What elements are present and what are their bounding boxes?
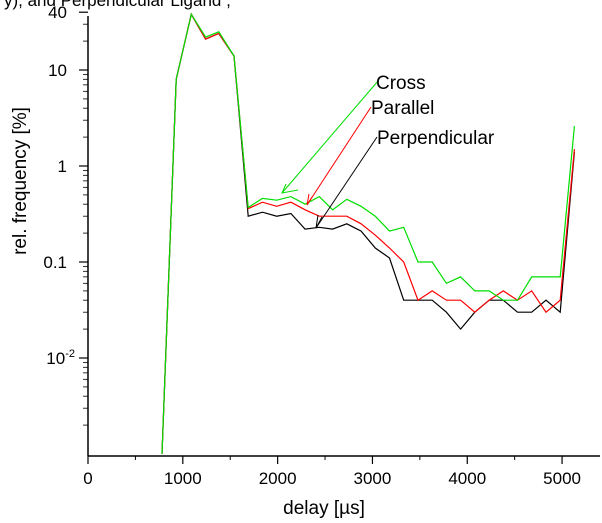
y-tick-label: 40 bbox=[48, 3, 67, 22]
y-tick-label: 10-2 bbox=[46, 348, 75, 368]
x-axis-title: delay [µs] bbox=[283, 498, 365, 519]
legend-arrow-parallel bbox=[306, 106, 372, 206]
x-tick-label: 1000 bbox=[164, 469, 202, 488]
legend-label-cross: Cross bbox=[376, 73, 426, 94]
legend-label-parallel: Parallel bbox=[371, 98, 434, 119]
y-tick-label: 1 bbox=[58, 157, 67, 176]
x-tick-label: 4000 bbox=[448, 469, 486, 488]
series-line-parallel bbox=[161, 12, 575, 455]
caption-fragment: y), and Perpendicular Ligand , bbox=[0, 0, 602, 14]
series-line-perpendicular bbox=[161, 12, 575, 455]
y-tick-label: 0.1 bbox=[43, 253, 67, 272]
legend-arrowhead-cross bbox=[281, 183, 299, 194]
x-tick-label: 3000 bbox=[354, 469, 392, 488]
x-tick-label: 0 bbox=[83, 469, 92, 488]
y-tick-label: 10 bbox=[48, 61, 67, 80]
x-tick-label: 2000 bbox=[259, 469, 297, 488]
x-tick-label: 5000 bbox=[543, 469, 581, 488]
legend-arrowhead-parallel bbox=[306, 193, 313, 206]
legend-label-perpendicular: Perpendicular bbox=[377, 128, 495, 149]
legend-arrowhead-perpendicular bbox=[315, 214, 323, 229]
series-line-cross bbox=[161, 12, 575, 455]
legend-arrow-perpendicular bbox=[315, 136, 378, 229]
y-axis-title: rel. frequency [%] bbox=[10, 107, 31, 255]
caption-fragment-text: y), and Perpendicular Ligand , bbox=[4, 0, 231, 10]
legend-arrow-cross bbox=[281, 80, 379, 194]
